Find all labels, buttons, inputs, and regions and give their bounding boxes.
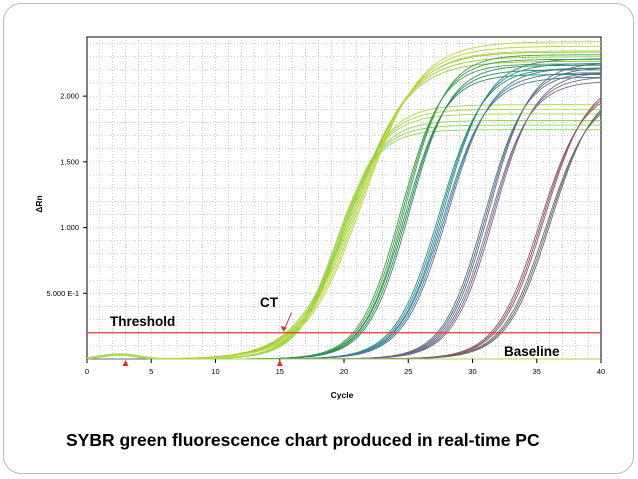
x-tick-label: 15	[276, 367, 284, 376]
ct-arrow-head	[280, 325, 287, 332]
x-tick-label: 40	[597, 367, 605, 376]
x-tick-label: 25	[404, 367, 412, 376]
y-axis-ticks: 5.000 E-1 1.000 1.500 2.000	[46, 92, 87, 298]
y-tick-label: 1.500	[60, 157, 79, 166]
y-tick-label: 2.000	[60, 92, 79, 101]
plot-area	[86, 36, 602, 360]
threshold-label: Threshold	[110, 314, 175, 329]
slide-frame: 0 5 10 15 20 25 30 35 40 5.000 E-1 1.000 1.500 2.00…	[3, 3, 634, 474]
x-axis-ticks: 0 5 10 15 20 25 30 35 40	[85, 359, 605, 376]
x-tick-label: 35	[533, 367, 541, 376]
x-tick-label: 0	[85, 367, 89, 376]
ct-label: CT	[260, 295, 279, 310]
x-tick-label: 20	[340, 367, 348, 376]
x-tick-label: 10	[211, 367, 219, 376]
y-axis-title: ΔRn	[34, 195, 44, 212]
x-tick-label: 5	[149, 367, 153, 376]
amplification-chart: 0 5 10 15 20 25 30 35 40 5.000 E-1 1.000 1.500 2.00…	[34, 36, 605, 400]
baseline-label: Baseline	[504, 344, 560, 359]
baseline-marker	[122, 360, 129, 366]
x-tick-label: 30	[468, 367, 476, 376]
x-axis-title: Cycle	[331, 390, 354, 400]
baseline-marker	[276, 360, 283, 366]
y-tick-label: 1.000	[60, 223, 79, 232]
chart-caption: SYBR green fluorescence chart produced i…	[66, 430, 540, 450]
y-tick-label: 5.000 E-1	[46, 289, 79, 298]
baseline-markers	[122, 360, 283, 366]
